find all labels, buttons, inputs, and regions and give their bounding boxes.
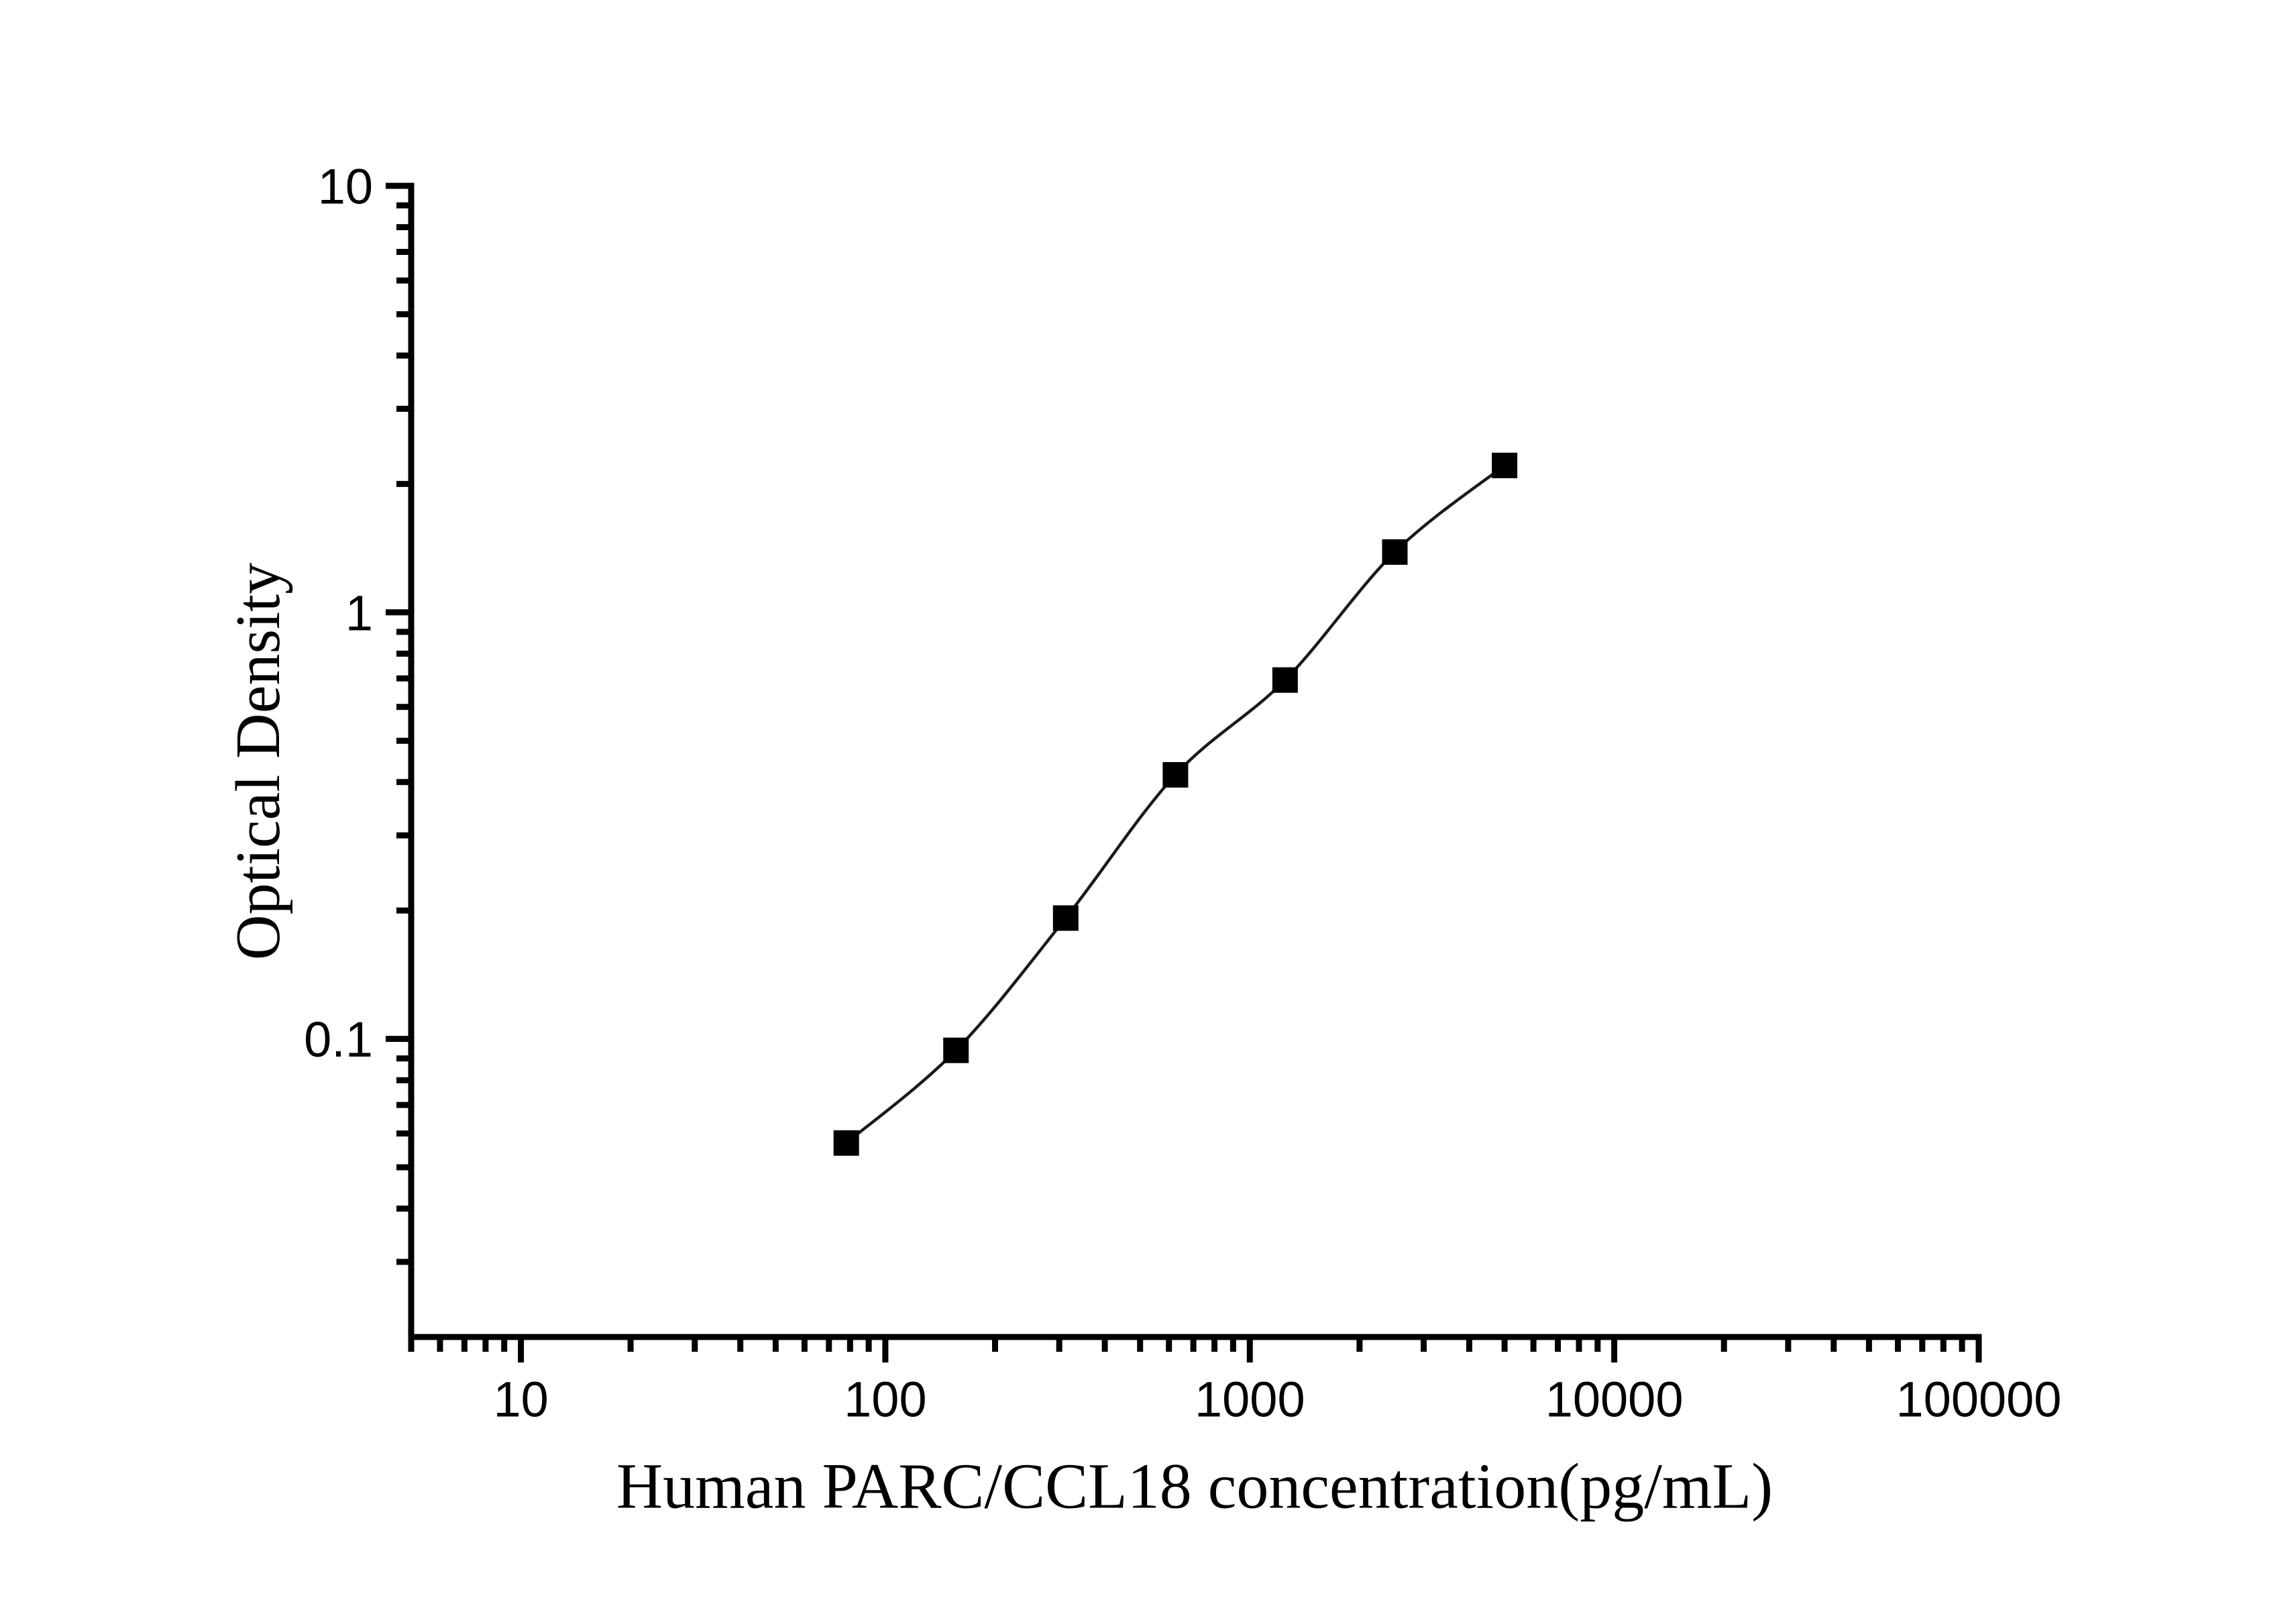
- y-tick-label: 0.1: [304, 1012, 373, 1067]
- data-point-marker: [1272, 667, 1298, 693]
- data-point-marker: [1382, 539, 1408, 565]
- x-tick-label: 100: [844, 1372, 926, 1428]
- x-tick-label: 100000: [1896, 1372, 2062, 1428]
- x-tick-label: 1000: [1195, 1372, 1305, 1428]
- data-point-marker: [1052, 905, 1079, 931]
- data-point-marker: [1162, 762, 1189, 788]
- y-tick-label: 10: [318, 159, 373, 215]
- y-tick-label: 1: [345, 585, 373, 641]
- y-axis-title: Optical Density: [223, 562, 293, 961]
- data-point-marker: [833, 1130, 859, 1156]
- x-tick-label: 10: [493, 1372, 548, 1428]
- x-tick-label: 10000: [1545, 1372, 1684, 1428]
- data-point-marker: [1492, 452, 1518, 478]
- data-point-marker: [943, 1037, 969, 1063]
- x-axis-title: Human PARC/CCL18 concentration(pg/mL): [616, 1450, 1773, 1522]
